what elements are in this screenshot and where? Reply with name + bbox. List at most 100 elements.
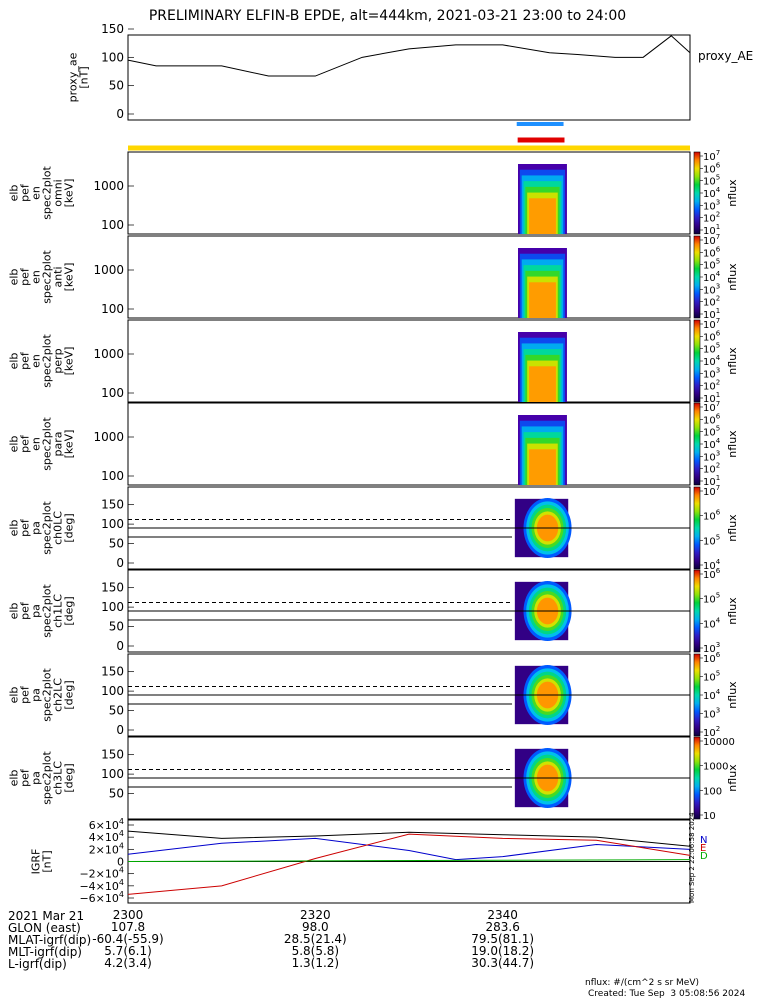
pa-ylabel-0: elbpefpaspec2plotch0LC[deg] bbox=[8, 501, 76, 555]
footer-created: Created: Tue Sep 3 05:08:56 2024 bbox=[588, 989, 746, 999]
spec-cb-3-ticklabel: 102 bbox=[703, 462, 720, 476]
spec-cb-0-ticklabel: 101 bbox=[703, 223, 720, 237]
spec-cb-1-ticklabel: 105 bbox=[703, 258, 720, 272]
ae-legend-label: proxy_AE bbox=[698, 49, 754, 63]
pa-cb-2-ticklabel: 102 bbox=[703, 725, 720, 739]
pa-yticklabel: 50 bbox=[109, 704, 124, 718]
igrf-yticklabel: 4×104 bbox=[89, 829, 124, 844]
igrf-yticklabel: −2×104 bbox=[79, 866, 124, 881]
orbit-row-mlt: MLT-igrf(dip) bbox=[8, 945, 82, 959]
orbit-value: 107.8 bbox=[111, 920, 145, 934]
pa-cb-0-ticklabel: 107 bbox=[703, 484, 720, 498]
x-ticklabel: 2300 bbox=[113, 908, 144, 922]
pa-cb-0-ticklabel: 106 bbox=[703, 509, 721, 523]
spec-cb-2-ticklabel: 103 bbox=[703, 366, 720, 380]
spec-cb-3-ticklabel: 103 bbox=[703, 449, 720, 463]
pa-cb-3-ticklabel: 100 bbox=[703, 786, 722, 797]
spec-frame-2 bbox=[127, 319, 691, 403]
igrf-legend-D: D bbox=[700, 851, 708, 862]
spec-yticklabel: 1000 bbox=[93, 430, 124, 444]
igrf-yticklabel: 6×104 bbox=[89, 817, 124, 832]
spec-fill-0 bbox=[529, 198, 556, 234]
pa-cb-0-label: nflux bbox=[726, 514, 739, 542]
orbit-value: 98.0 bbox=[302, 920, 329, 934]
spec-frame-0 bbox=[127, 151, 691, 235]
spec-cb-3-ticklabel: 107 bbox=[703, 400, 720, 414]
spec-cb-3-bar bbox=[693, 402, 701, 486]
pa-yticklabel: 100 bbox=[101, 517, 124, 531]
igrf-line-g bbox=[127, 859, 691, 862]
ae-frame bbox=[127, 34, 691, 121]
pa-cb-1-ticklabel: 103 bbox=[703, 641, 720, 655]
orbit-value: 5.8(5.8) bbox=[292, 944, 340, 958]
orbit-value: 30.3(44.7) bbox=[471, 956, 534, 970]
spec-yticklabel: 1000 bbox=[93, 263, 124, 277]
spec-cb-2-ticklabel: 102 bbox=[703, 379, 720, 393]
spec-yticklabel: 100 bbox=[101, 469, 124, 483]
orbit-value: 19.0(18.2) bbox=[471, 944, 534, 958]
spec-cb-0-ticklabel: 102 bbox=[703, 211, 720, 225]
spec-cb-1-ticklabel: 106 bbox=[703, 245, 721, 259]
side-stamp: Mon Sep 2 22:06:58 2024 bbox=[688, 812, 696, 903]
pa-cb-3-ticklabel: 1000 bbox=[703, 762, 728, 773]
pa-cb-2-ticklabel: 103 bbox=[703, 707, 720, 721]
orbit-row-glon: GLON (east) bbox=[8, 921, 81, 935]
pa-yticklabel: 50 bbox=[109, 620, 124, 634]
pa-cb-0-ticklabel: 104 bbox=[703, 558, 721, 572]
spec-ylabel-1: elbpefenspec2plotanti[keV] bbox=[8, 250, 76, 304]
pa-cb-0-bar bbox=[693, 486, 701, 570]
spec-cb-1-ticklabel: 107 bbox=[703, 233, 720, 247]
spec-yticklabel: 100 bbox=[101, 302, 124, 316]
pa-yticklabel: 100 bbox=[101, 684, 124, 698]
orbit-row-l: L-igrf(dip) bbox=[8, 957, 67, 971]
spec-cb-3-ticklabel: 105 bbox=[703, 425, 720, 439]
ae-yticklabel: 100 bbox=[101, 50, 124, 64]
pa-yticklabel: 150 bbox=[101, 665, 124, 679]
spec-cb-2-bar bbox=[693, 319, 701, 403]
orbit-value: 4.2(3.4) bbox=[104, 956, 152, 970]
pa-cb-1-label: nflux bbox=[726, 597, 739, 625]
orbit-value: 283.6 bbox=[485, 920, 519, 934]
status-bar-2 bbox=[128, 145, 690, 151]
pa-yticklabel: 0 bbox=[116, 723, 124, 737]
pa-yticklabel: 0 bbox=[116, 556, 124, 570]
pa-cb-1-ticklabel: 105 bbox=[703, 592, 720, 606]
pa-yticklabel: 150 bbox=[101, 498, 124, 512]
pa-cb-2-bar bbox=[693, 653, 701, 737]
pa-cb-2-ticklabel: 104 bbox=[703, 688, 721, 702]
spec-cb-0-ticklabel: 107 bbox=[703, 149, 720, 163]
spec-cb-2-ticklabel: 105 bbox=[703, 342, 720, 356]
spec-cb-0-bar bbox=[693, 151, 701, 235]
pa-ylabel-3: elbpefpaspec2plotch3LC[deg] bbox=[8, 751, 76, 805]
spec-cb-2-ticklabel: 101 bbox=[703, 391, 720, 405]
pa-yticklabel: 50 bbox=[109, 537, 124, 551]
pa-cb-3-ticklabel: 10 bbox=[703, 811, 716, 822]
orbit-value: 1.3(1.2) bbox=[292, 956, 340, 970]
spec-yticklabel: 1000 bbox=[93, 347, 124, 361]
ae-yticklabel: 0 bbox=[116, 107, 124, 121]
spec-fill-2 bbox=[529, 366, 556, 402]
footer-units: nflux: #/(cm^2 s sr MeV) bbox=[585, 978, 699, 988]
orbit-value: -60.4(-55.9) bbox=[92, 932, 163, 946]
spec-frame-1 bbox=[127, 235, 691, 319]
pa-cb-1-bar bbox=[693, 569, 701, 653]
spec-cb-1-ticklabel: 103 bbox=[703, 282, 720, 296]
spec-fill-1 bbox=[529, 282, 556, 318]
spec-cb-2-ticklabel: 106 bbox=[703, 329, 721, 343]
igrf-legend-N: N bbox=[700, 835, 707, 846]
pa-ylabel-1: elbpefpaspec2plotch1LC[deg] bbox=[8, 584, 76, 638]
ae-ylabel: proxy_ae[nT] bbox=[67, 52, 91, 102]
igrf-yticklabel: −6×104 bbox=[79, 890, 124, 905]
spec-cb-0-ticklabel: 105 bbox=[703, 174, 720, 188]
pa-yticklabel: 50 bbox=[109, 787, 124, 801]
igrf-yticklabel: 0 bbox=[117, 856, 124, 869]
ae-line bbox=[127, 35, 691, 77]
spec-frame-3 bbox=[127, 402, 691, 486]
igrf-line-N bbox=[127, 830, 691, 847]
pa-cb-3-bar bbox=[693, 736, 701, 820]
igrf-ylabel: IGRF[nT] bbox=[30, 849, 54, 875]
pa-cb-1-ticklabel: 106 bbox=[703, 567, 721, 581]
pa-yticklabel: 150 bbox=[101, 581, 124, 595]
spec-cb-0-ticklabel: 104 bbox=[703, 186, 721, 200]
ae-yticklabel: 50 bbox=[109, 79, 124, 93]
